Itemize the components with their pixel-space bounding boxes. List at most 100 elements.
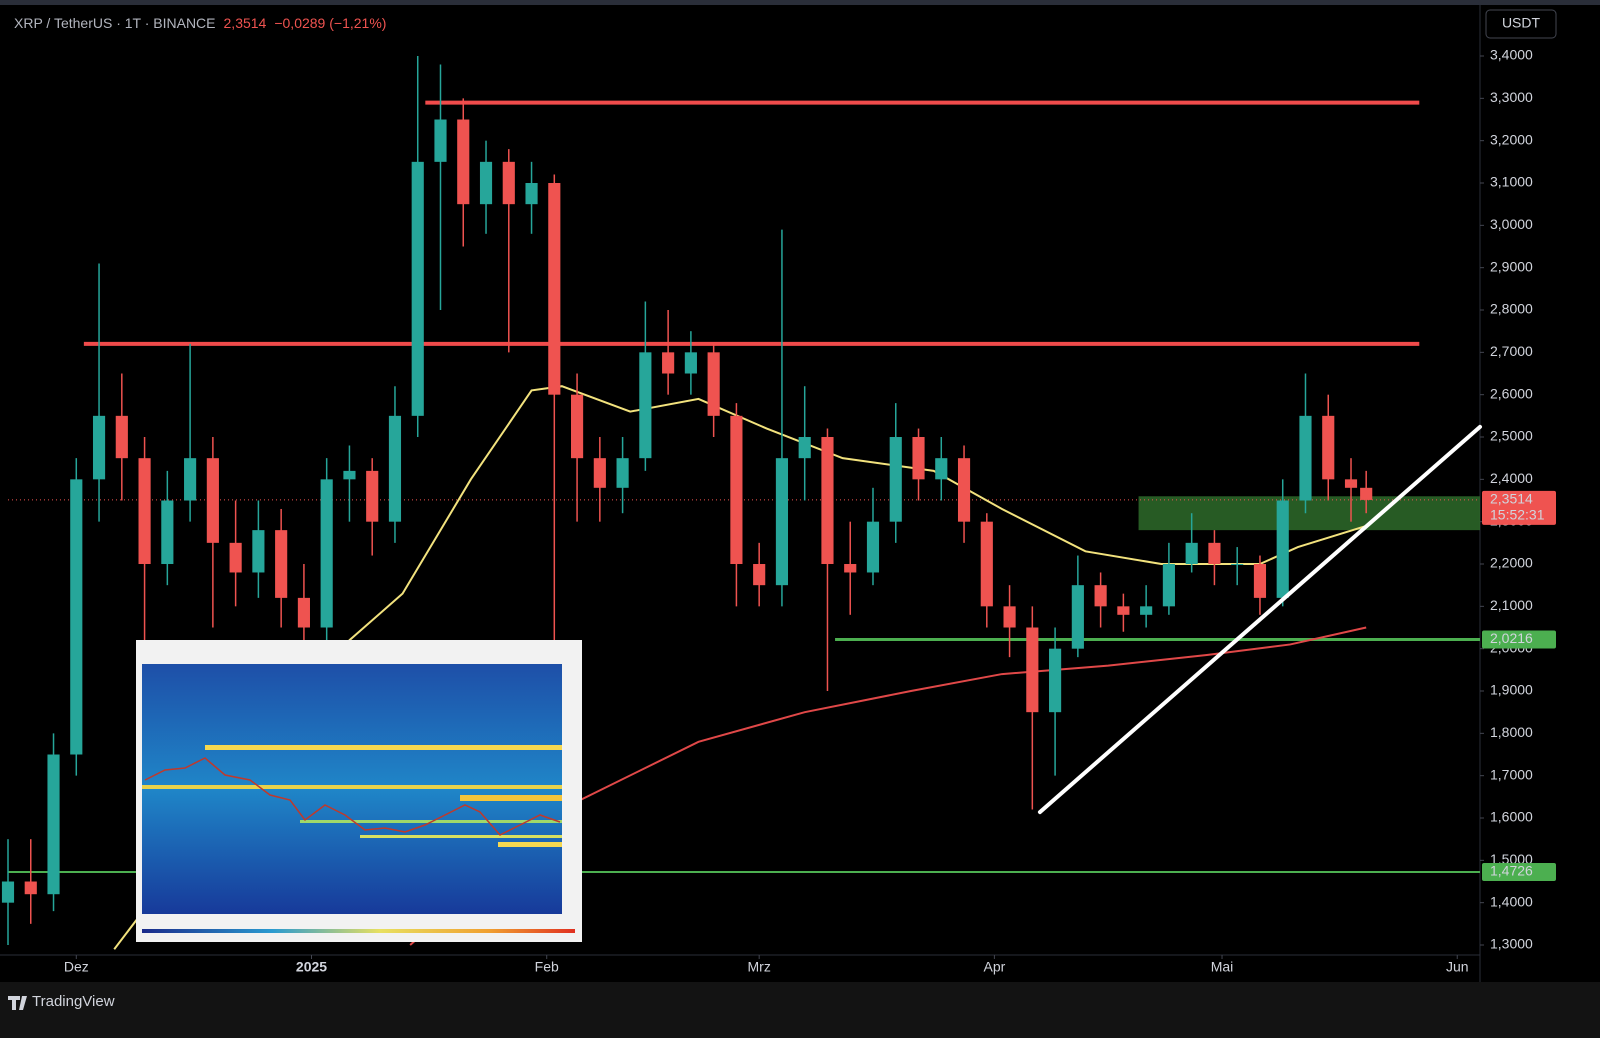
- candle-body: [616, 458, 629, 488]
- y-tick-label: 3,0000: [1490, 216, 1533, 232]
- y-tick-label: 3,3000: [1490, 89, 1533, 105]
- candle-body: [571, 394, 584, 459]
- candle-body: [1322, 415, 1335, 480]
- candle-body: [229, 542, 242, 573]
- candle-body: [775, 458, 789, 586]
- candle-body: [366, 470, 379, 522]
- y-tick-label: 3,4000: [1490, 47, 1533, 63]
- candle-body: [161, 500, 174, 565]
- candle-body: [1049, 648, 1062, 713]
- x-tick-label: Dez: [64, 959, 89, 975]
- y-tick-label: 2,5000: [1490, 428, 1533, 444]
- y-tick-label: 2,9000: [1490, 258, 1533, 274]
- y-tick-label: 2,8000: [1490, 301, 1533, 317]
- y-tick-label: 2,2000: [1490, 555, 1533, 571]
- candle-body: [275, 530, 288, 598]
- candle-body: [912, 437, 925, 480]
- candle-body: [320, 479, 333, 628]
- bar-countdown: 15:52:31: [1490, 507, 1545, 523]
- candle-body: [1208, 542, 1221, 565]
- candle-body: [1026, 627, 1039, 713]
- candle-body: [866, 521, 880, 573]
- x-tick-label: Mrz: [748, 959, 771, 975]
- heatmap-inset: [136, 640, 582, 942]
- candle-body: [548, 183, 561, 395]
- candle-body: [1253, 564, 1267, 598]
- inset-price: [144, 757, 561, 836]
- candle-body: [502, 161, 515, 205]
- candle-body: [1, 881, 15, 903]
- inset-band: [460, 795, 562, 801]
- x-tick-label: Mai: [1211, 959, 1234, 975]
- candle-body: [707, 352, 720, 416]
- inset-band: [360, 835, 562, 838]
- y-tick-label: 3,1000: [1490, 174, 1533, 190]
- candle-body: [1117, 606, 1130, 615]
- candle-body: [844, 564, 857, 573]
- candle-body: [138, 458, 151, 565]
- candle-body: [753, 564, 766, 586]
- candle-body: [343, 470, 356, 480]
- price-label-box: [1482, 630, 1556, 649]
- price-label: 1,4726: [1490, 863, 1533, 879]
- x-tick-label: Feb: [535, 959, 559, 975]
- candle-body: [1231, 564, 1244, 566]
- candle-body: [821, 437, 834, 565]
- currency[interactable]: USDT: [1502, 15, 1541, 31]
- y-tick-label: 2,4000: [1490, 470, 1533, 486]
- last-price: 2,3514: [224, 15, 267, 31]
- candle-body: [1185, 542, 1198, 565]
- candle-body: [411, 161, 424, 416]
- candle-body: [434, 119, 447, 162]
- footer: [0, 982, 1600, 1038]
- candle-body: [798, 437, 811, 459]
- candle-body: [1299, 415, 1312, 501]
- candle-body: [70, 479, 83, 755]
- candle-body: [593, 458, 606, 488]
- candle-body: [639, 352, 652, 459]
- inset-band: [142, 785, 562, 789]
- moving-average: [409, 626, 1367, 946]
- candle-body: [935, 458, 948, 480]
- plot-area: [1, 56, 1482, 950]
- candle-body: [957, 458, 971, 522]
- inset-band: [498, 842, 562, 847]
- price-label: 2,3514: [1490, 491, 1533, 507]
- candle-body: [1094, 585, 1107, 607]
- candle-body: [1360, 487, 1373, 500]
- price-label-box: [1482, 862, 1556, 881]
- y-tick-label: 2,6000: [1490, 385, 1533, 401]
- candle-body: [457, 119, 470, 205]
- candle-body: [980, 521, 993, 607]
- y-tick-label: 1,9000: [1490, 682, 1533, 698]
- trendline: [1037, 424, 1482, 815]
- currency-button[interactable]: [1485, 9, 1557, 39]
- support-zone: [1138, 496, 1480, 531]
- symbol-header: XRP / TetherUS · 1T · BINANCE 2,3514 −0,02…: [14, 15, 386, 31]
- y-tick-label: 1,7000: [1490, 766, 1533, 782]
- candle-body: [115, 415, 128, 459]
- candle-body: [1344, 479, 1358, 488]
- candle-body: [1071, 585, 1084, 649]
- candle-body: [47, 754, 60, 895]
- candle-body: [1162, 564, 1175, 607]
- x-tick-label: Jun: [1446, 959, 1469, 975]
- candle-body: [730, 415, 743, 565]
- y-tick-label: 1,6000: [1490, 809, 1533, 825]
- y-tick-label: 1,3000: [1490, 936, 1533, 952]
- candle-body: [206, 458, 219, 543]
- candle-body: [684, 352, 697, 374]
- symbol: XRP / TetherUS · 1T · BINANCE: [14, 15, 216, 31]
- candle-body: [92, 415, 106, 480]
- candle-body: [388, 415, 402, 522]
- candle-body: [1140, 606, 1153, 615]
- y-tick-label: 3,2000: [1490, 131, 1533, 147]
- candle-body: [297, 597, 310, 628]
- inset-band: [205, 745, 562, 750]
- candle-body: [662, 352, 675, 374]
- candle-body: [1003, 606, 1016, 628]
- candle-body: [479, 161, 493, 205]
- candle-body: [184, 458, 197, 501]
- candle-body: [252, 530, 265, 573]
